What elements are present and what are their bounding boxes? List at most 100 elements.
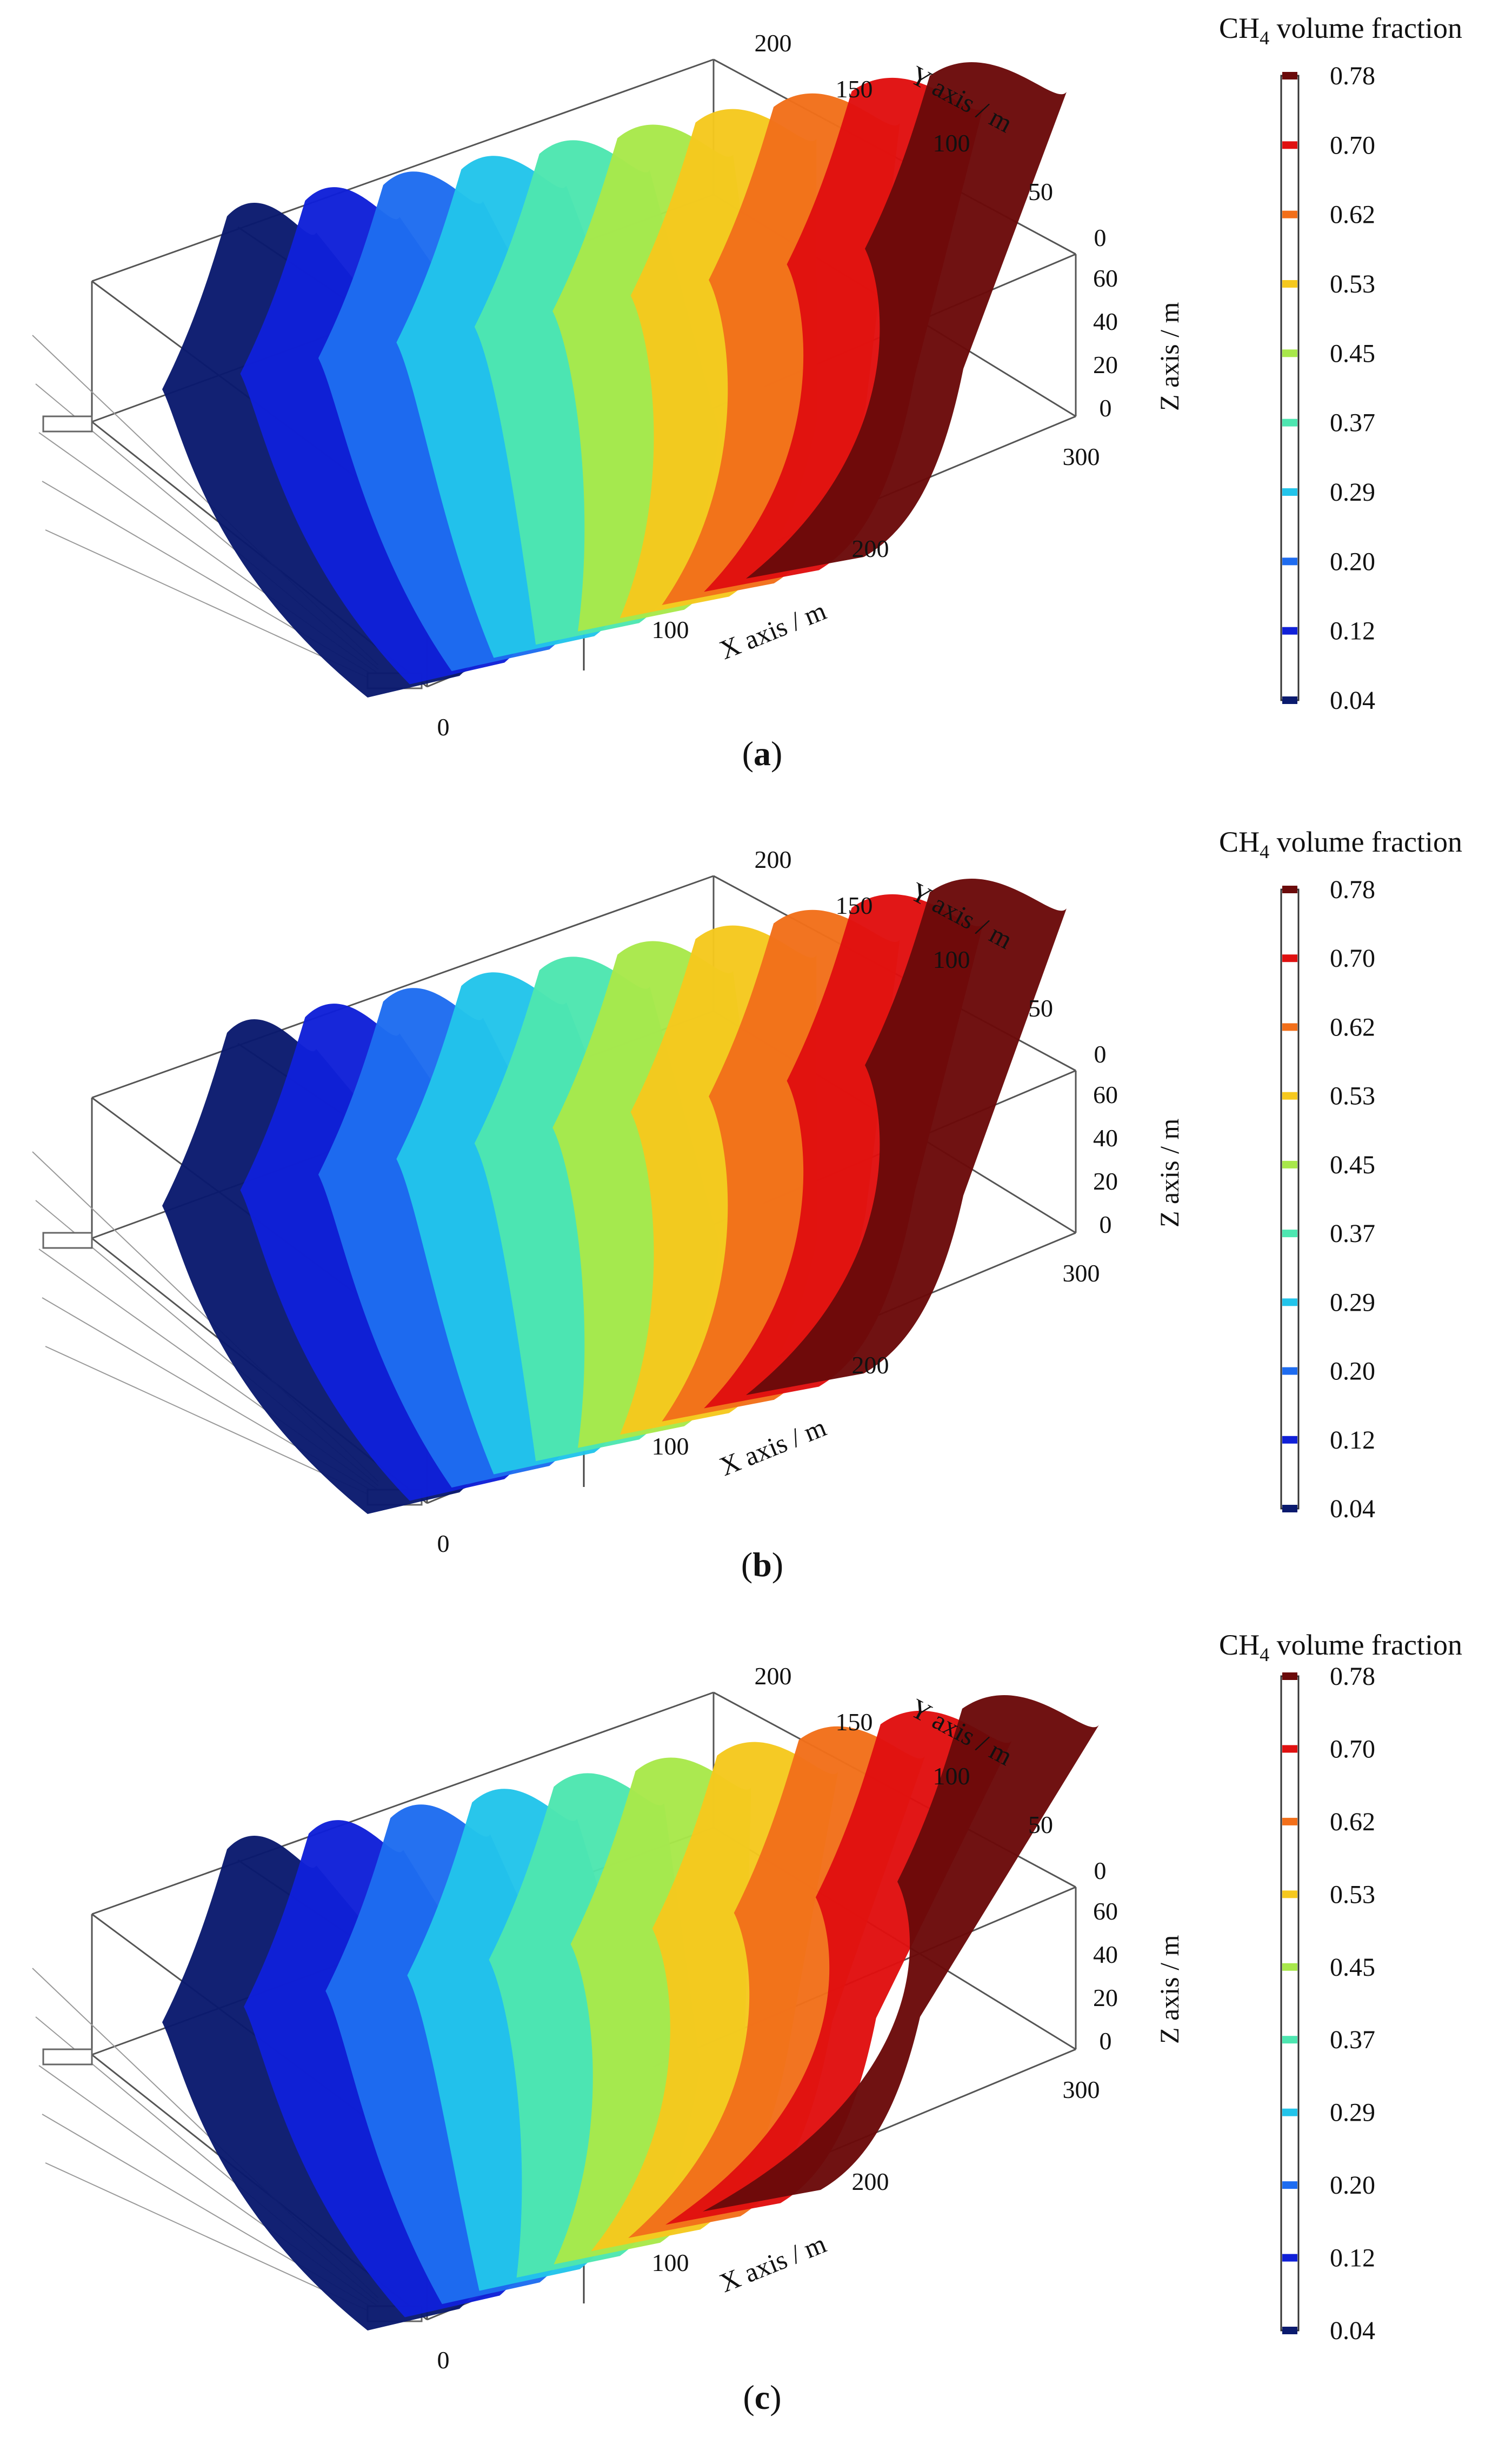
colorbar-swatch: [1282, 72, 1297, 79]
colorbar-tick-label: 0.62: [1330, 1808, 1375, 1836]
colorbar-title: CH4 volume fraction: [1219, 1633, 1462, 1665]
y-tick-label: 100: [933, 946, 970, 973]
colorbar-tick-label: 0.12: [1330, 2244, 1375, 2273]
isosurface-group: [162, 1695, 1099, 2330]
isosurface-slice: [746, 62, 1067, 579]
colorbar-tick-label: 0.20: [1330, 2171, 1375, 2200]
colorbar-swatch: [1282, 2108, 1297, 2116]
colorbar-title: CH4 volume fraction: [1219, 12, 1462, 49]
colorbar-swatch: [1282, 1367, 1297, 1375]
colorbar-tick-label: 0.70: [1330, 1735, 1375, 1763]
colorbar-tick-label: 0.37: [1330, 2026, 1375, 2054]
colorbar-tick-label: 0.37: [1330, 1219, 1375, 1248]
z-tick-label: 60: [1093, 264, 1118, 292]
colorbar-tick-label: 0.29: [1330, 2099, 1375, 2127]
colorbar-tick-label: 0.70: [1330, 131, 1375, 160]
z-axis-label: Z axis / m: [1154, 1935, 1184, 2044]
colorbar-tick-label: 0.45: [1330, 1953, 1375, 1982]
x-tick-label: 300: [1063, 2076, 1100, 2103]
colorbar-tick-label: 0.12: [1330, 617, 1375, 646]
colorbar-tick-label: 0.53: [1330, 1880, 1375, 1909]
isosurface-group: [162, 878, 1067, 1514]
x-tick-label: 300: [1063, 443, 1100, 470]
colorbar-tick-label: 0.53: [1330, 270, 1375, 298]
colorbar-tick-label: 0.04: [1330, 1495, 1375, 1523]
z-axis-label: Z axis / m: [1154, 1119, 1184, 1227]
colorbar-swatch: [1282, 1963, 1297, 1971]
panel-caption: (a): [742, 734, 783, 773]
colorbar: [1280, 72, 1300, 704]
x-tick-label: 100: [652, 2249, 689, 2276]
z-tick-label: 60: [1093, 1081, 1118, 1108]
colorbar-tick-label: 0.29: [1330, 478, 1375, 507]
y-tick-label: 200: [755, 846, 792, 873]
colorbar-tick-label: 0.78: [1330, 875, 1375, 904]
colorbar-swatch: [1282, 141, 1297, 149]
x-axis-label: X axis / m: [715, 595, 830, 665]
x-axis-label: X axis / m: [715, 2228, 830, 2298]
colorbar-swatch: [1282, 1023, 1297, 1031]
colorbar-swatch: [1282, 2181, 1297, 2189]
isosurface-group: [162, 62, 1067, 698]
colorbar-tick-label: 0.62: [1330, 1013, 1375, 1041]
x-tick-label: 200: [852, 2168, 889, 2195]
colorbar-swatch: [1282, 1672, 1297, 1680]
colorbar-swatch: [1282, 1160, 1297, 1168]
colorbar-tick-label: 0.12: [1330, 1426, 1375, 1455]
colorbar-swatch: [1282, 210, 1297, 218]
colorbar-swatch: [1282, 280, 1297, 288]
panel-c: 0 100 200 300 X axis / m 200 150 100 50 0 Y axis /…: [0, 1633, 1512, 2457]
colorbar-swatch: [1282, 419, 1297, 427]
x-axis-label: X axis / m: [715, 1412, 830, 1482]
z-tick-label: 0: [1100, 1211, 1112, 1238]
colorbar-swatch: [1282, 349, 1297, 357]
x-tick-label: 100: [652, 1432, 689, 1460]
z-tick-label: 20: [1093, 351, 1118, 378]
panel-b: 0 100 200 300 X axis / m 200 150 100 50 0 Y axis /…: [0, 816, 1512, 1633]
colorbar-swatch: [1282, 886, 1297, 893]
z-tick-label: 60: [1093, 1897, 1118, 1925]
z-tick-label: 40: [1093, 308, 1118, 335]
colorbar-tick-label: 0.62: [1330, 201, 1375, 229]
y-tick-label: 100: [933, 1762, 970, 1790]
colorbar-tick-label: 0.78: [1330, 62, 1375, 90]
x-tick-label: 200: [852, 1351, 889, 1379]
colorbar-tick-label: 0.20: [1330, 1357, 1375, 1386]
y-tick-label: 150: [836, 1708, 873, 1736]
z-tick-label: 40: [1093, 1124, 1118, 1152]
z-axis-label: Z axis / m: [1154, 302, 1184, 411]
colorbar-tick-label: 0.45: [1330, 1151, 1375, 1179]
x-tick-label: 0: [437, 2346, 450, 2374]
x-tick-label: 200: [852, 535, 889, 562]
colorbar-swatch: [1282, 2036, 1297, 2044]
y-tick-label: 150: [836, 75, 873, 103]
y-tick-label: 50: [1028, 994, 1053, 1022]
colorbar-swatch: [1282, 2327, 1297, 2334]
panel-a: 0 100 200 300 X axis / m 200 150 100 50 0 Y axis /…: [0, 0, 1512, 816]
z-tick-label: 0: [1100, 2027, 1112, 2055]
z-tick-label: 20: [1093, 1984, 1118, 2011]
y-tick-label: 0: [1094, 1857, 1107, 1884]
colorbar-tick-label: 0.29: [1330, 1288, 1375, 1317]
colorbar-swatch: [1282, 488, 1297, 496]
z-tick-label: 20: [1093, 1167, 1118, 1195]
colorbar-tick-label: 0.53: [1330, 1082, 1375, 1111]
colorbar: [1280, 886, 1300, 1512]
isosurface-slice: [703, 1695, 1099, 2212]
x-tick-label: 100: [652, 616, 689, 643]
panel-caption: (b): [741, 1545, 783, 1584]
x-tick-label: 0: [437, 713, 450, 741]
colorbar-swatch: [1282, 1745, 1297, 1753]
y-tick-label: 100: [933, 129, 970, 157]
colorbar-swatch: [1282, 1890, 1297, 1898]
colorbar: [1280, 1672, 1300, 2334]
colorbar-tick-label: 0.04: [1330, 686, 1375, 715]
colorbar-tick-label: 0.20: [1330, 547, 1375, 576]
y-tick-label: 50: [1028, 178, 1053, 205]
colorbar-swatch: [1282, 557, 1297, 566]
y-tick-label: 200: [755, 29, 792, 57]
colorbar-swatch: [1282, 1817, 1297, 1825]
x-tick-label: 300: [1063, 1259, 1100, 1287]
